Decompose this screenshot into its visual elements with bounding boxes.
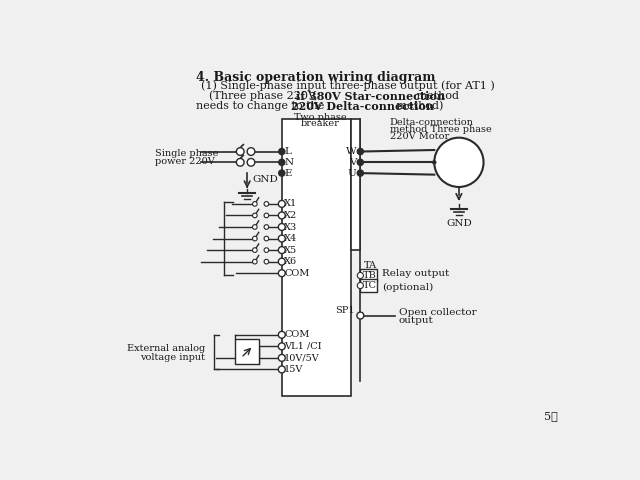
Text: Open collector: Open collector (399, 308, 476, 317)
Bar (235, 339, 259, 364)
Text: method Three phase: method Three phase (390, 125, 492, 133)
Text: External analog: External analog (127, 344, 205, 353)
Text: (1) Single-phase input three-phase output (for AT1 ): (1) Single-phase input three-phase outpu… (201, 81, 495, 91)
Circle shape (278, 258, 285, 265)
Circle shape (278, 235, 285, 242)
Text: X5: X5 (284, 246, 297, 254)
Bar (351, 119, 360, 250)
Text: 220V Delta-connection: 220V Delta-connection (291, 101, 434, 112)
Text: E: E (284, 168, 292, 178)
Circle shape (278, 201, 285, 207)
Text: 220V Motor: 220V Motor (390, 132, 449, 141)
Circle shape (253, 225, 257, 229)
Text: COM: COM (284, 269, 310, 278)
Circle shape (357, 312, 364, 319)
Text: L: L (284, 147, 291, 156)
Text: 5页: 5页 (543, 411, 557, 420)
Text: Relay output: Relay output (382, 269, 449, 278)
Text: X6: X6 (284, 257, 297, 266)
Circle shape (264, 225, 269, 229)
Circle shape (247, 148, 255, 156)
Text: X2: X2 (284, 211, 298, 220)
Circle shape (278, 354, 285, 361)
Text: 10V/5V: 10V/5V (284, 353, 320, 362)
Circle shape (278, 247, 285, 253)
Circle shape (236, 148, 244, 156)
Circle shape (279, 159, 285, 166)
Text: voltage input: voltage input (140, 353, 205, 362)
Text: VL1 /CI: VL1 /CI (284, 342, 322, 351)
Text: V: V (349, 158, 356, 167)
Circle shape (278, 224, 285, 230)
Text: (optional): (optional) (382, 283, 433, 292)
Text: power 220V: power 220V (155, 157, 214, 166)
Text: breaker: breaker (301, 119, 340, 128)
Circle shape (247, 158, 255, 166)
Circle shape (253, 213, 257, 218)
Text: GND: GND (446, 219, 472, 228)
Circle shape (264, 259, 269, 264)
Text: needs to change to the: needs to change to the (196, 101, 328, 111)
Text: TA: TA (364, 261, 376, 270)
Text: (Three phase 220V,: (Three phase 220V, (209, 91, 321, 101)
Text: COM: COM (284, 330, 310, 339)
Text: X1: X1 (284, 199, 298, 208)
Circle shape (357, 273, 364, 278)
Circle shape (253, 259, 257, 264)
Circle shape (278, 270, 285, 276)
Bar (360, 279, 378, 292)
Text: SP1: SP1 (335, 306, 355, 315)
Text: W: W (346, 147, 356, 156)
Text: GND: GND (253, 175, 278, 184)
Text: if 380V Star-connection: if 380V Star-connection (296, 91, 445, 102)
Circle shape (264, 248, 269, 252)
Circle shape (279, 148, 285, 155)
Bar (282, 119, 351, 396)
Text: Delta-connection: Delta-connection (390, 118, 474, 127)
Text: Single phase: Single phase (155, 149, 218, 158)
Circle shape (253, 248, 257, 252)
Circle shape (433, 161, 436, 164)
Circle shape (264, 236, 269, 241)
Text: 15V: 15V (284, 365, 303, 374)
Text: Two phase: Two phase (294, 113, 347, 122)
Circle shape (264, 213, 269, 218)
Text: TB: TB (363, 271, 376, 280)
Circle shape (236, 158, 244, 166)
Circle shape (278, 343, 285, 350)
Circle shape (357, 282, 364, 288)
Circle shape (357, 159, 364, 166)
Text: method: method (413, 91, 459, 101)
Circle shape (435, 138, 484, 187)
Circle shape (278, 212, 285, 219)
Circle shape (279, 170, 285, 176)
Circle shape (278, 366, 285, 373)
Circle shape (357, 148, 364, 155)
Bar (360, 269, 378, 282)
Text: X3: X3 (284, 223, 298, 231)
Circle shape (264, 202, 269, 206)
Circle shape (278, 331, 285, 338)
Circle shape (357, 170, 364, 176)
Text: X4: X4 (284, 234, 298, 243)
Text: method): method) (394, 101, 444, 111)
Text: U: U (348, 168, 356, 178)
Circle shape (253, 202, 257, 206)
Text: output: output (399, 316, 433, 325)
Text: TC: TC (363, 281, 377, 290)
Text: 4. Basic operation wiring diagram: 4. Basic operation wiring diagram (196, 71, 435, 84)
Circle shape (253, 236, 257, 241)
Text: N: N (284, 158, 293, 167)
